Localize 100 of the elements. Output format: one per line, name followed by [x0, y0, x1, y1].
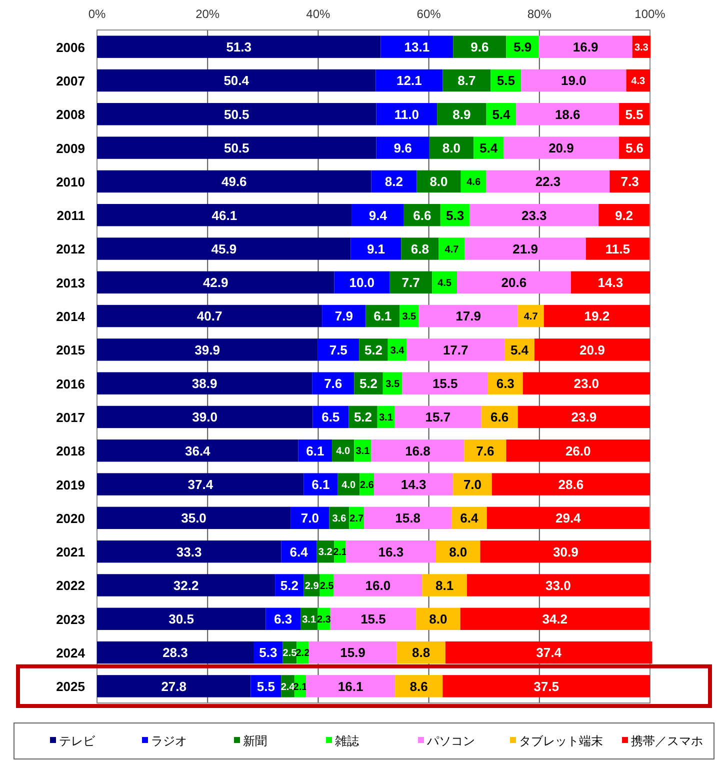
y-tick-label: 2018 [56, 444, 85, 459]
data-label: 3.1 [302, 614, 316, 626]
data-label: 27.8 [161, 678, 187, 694]
bar [460, 608, 650, 630]
data-label: 26.0 [565, 443, 591, 458]
x-tick-label: 60% [416, 7, 442, 21]
data-label: 8.0 [429, 612, 448, 627]
data-label: 13.1 [404, 40, 430, 55]
data-label: 6.3 [496, 376, 514, 392]
y-tick-label: 2006 [56, 40, 85, 55]
bar [457, 271, 571, 294]
bar [480, 540, 652, 563]
data-label: 9.6 [394, 140, 412, 156]
data-label: 4.3 [631, 76, 646, 88]
bar [544, 304, 650, 328]
y-tick-label: 2008 [56, 107, 85, 122]
bar [364, 506, 452, 530]
data-label: 2.5 [282, 648, 298, 660]
bar [506, 440, 650, 462]
data-label: 7.0 [463, 476, 482, 492]
legend-label: 携帯／スマホ [631, 734, 703, 748]
bar [518, 304, 544, 328]
y-tick-label: 2023 [56, 612, 85, 627]
data-label: 15.5 [432, 376, 458, 392]
data-label: 6.4 [460, 510, 479, 526]
bar [442, 675, 650, 698]
x-tick-label: 40% [306, 7, 331, 21]
data-label: 37.4 [188, 476, 214, 492]
data-label: 2.3 [317, 614, 332, 626]
bar [518, 406, 650, 428]
bar [97, 675, 251, 698]
data-label: 6.8 [410, 241, 429, 256]
data-label: 6.6 [413, 208, 432, 223]
bar [598, 204, 650, 226]
bar [97, 574, 276, 596]
data-label: 3.2 [318, 547, 333, 558]
data-label: 8.7 [458, 73, 476, 88]
bar [503, 136, 620, 159]
legend-label: 雑誌 [335, 734, 359, 748]
data-label: 28.3 [162, 645, 188, 660]
data-label: 2.5 [320, 580, 334, 592]
data-label: 5.2 [359, 376, 378, 392]
y-tick-label: 2011 [56, 208, 85, 224]
bar [416, 608, 460, 630]
data-label: 6.1 [374, 308, 392, 324]
data-label: 46.1 [212, 208, 238, 223]
y-tick-label: 2016 [56, 376, 85, 392]
data-label: 4.7 [524, 312, 538, 323]
data-label: 2.9 [304, 580, 320, 592]
data-label: 2.1 [333, 547, 348, 558]
data-label: 5.2 [354, 410, 372, 425]
data-label: 5.3 [259, 645, 278, 660]
data-label: 10.0 [349, 275, 375, 290]
data-label: 38.9 [192, 376, 218, 392]
data-label: 8.2 [384, 174, 403, 190]
data-label: 42.9 [202, 275, 228, 290]
data-label: 15.5 [360, 612, 386, 627]
bar [97, 271, 334, 294]
bar [437, 103, 486, 126]
bar [610, 170, 650, 193]
data-label: 19.2 [584, 308, 610, 324]
data-label: 23.0 [574, 376, 600, 392]
bar [97, 540, 282, 563]
bar [390, 271, 432, 294]
data-label: 45.9 [211, 241, 237, 256]
bar [97, 641, 254, 664]
data-label: 5.5 [625, 106, 644, 122]
data-label: 8.1 [436, 578, 454, 593]
y-tick-label: 2020 [56, 510, 85, 526]
bar [346, 540, 436, 563]
data-label: 2.7 [350, 514, 364, 525]
bar [492, 473, 650, 496]
bar [308, 641, 397, 664]
y-tick-label: 2014 [56, 309, 86, 324]
y-tick-label: 2019 [56, 477, 85, 492]
y-tick-label: 2017 [56, 410, 85, 425]
data-label: 18.6 [554, 106, 580, 122]
data-label: 7.6 [324, 376, 342, 392]
data-label: 35.0 [181, 510, 206, 526]
data-label: 28.6 [558, 476, 584, 492]
data-label: 50.5 [224, 106, 250, 122]
bar [516, 103, 620, 126]
x-tick-label: 100% [634, 7, 666, 21]
bar [534, 338, 650, 361]
data-label: 49.6 [221, 174, 247, 190]
bar [374, 473, 454, 496]
bar [290, 506, 330, 530]
bar [486, 170, 610, 193]
bar [97, 170, 372, 193]
bar [406, 338, 505, 361]
legend-label: タブレット端末 [519, 734, 603, 748]
data-label: 5.4 [492, 106, 512, 122]
bar [380, 36, 454, 58]
data-label: 14.3 [400, 476, 426, 492]
bar [97, 103, 376, 126]
data-label: 8.0 [430, 174, 448, 190]
bar [97, 506, 291, 530]
data-label: 2.6 [360, 480, 374, 491]
bar [445, 641, 652, 664]
data-label: 8.6 [410, 678, 428, 694]
